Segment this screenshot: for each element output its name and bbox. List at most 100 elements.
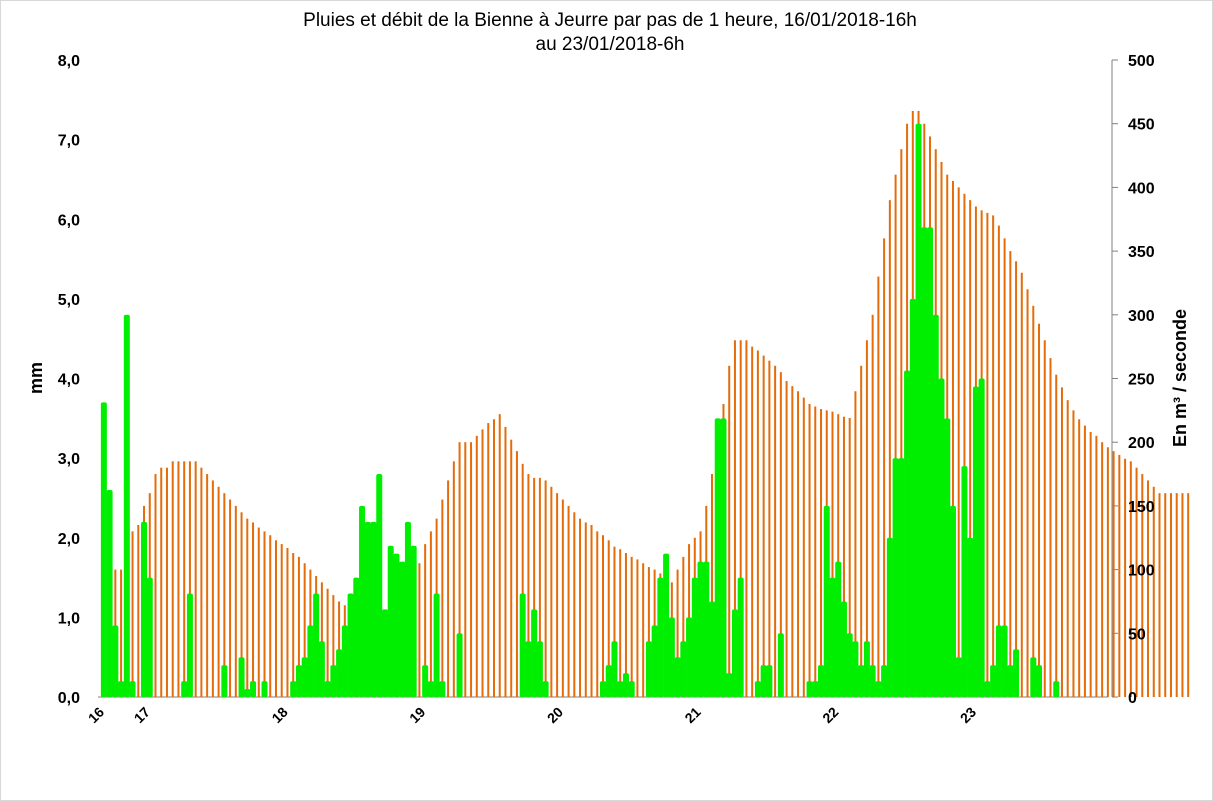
x-tick-label: 23	[957, 704, 979, 726]
rain-bar	[766, 665, 773, 697]
rain-bar	[927, 227, 934, 697]
discharge-bar	[711, 474, 714, 697]
discharge-bar	[1043, 340, 1046, 697]
discharge-bar	[429, 531, 432, 697]
rain-bar	[869, 665, 876, 697]
discharge-bar	[963, 193, 966, 697]
discharge-bar	[533, 477, 536, 697]
rain-bar	[404, 521, 411, 697]
discharge-bar	[492, 419, 495, 697]
rain-bar	[938, 378, 945, 697]
discharge-bar	[613, 546, 616, 697]
discharge-bar	[1095, 435, 1098, 697]
discharge-bar	[194, 461, 197, 697]
discharge-bar	[797, 391, 800, 697]
discharge-bar	[728, 365, 731, 697]
discharge-bar	[1009, 251, 1012, 697]
rain-bar	[823, 505, 830, 697]
discharge-bar	[590, 525, 593, 697]
rain-bar	[427, 681, 434, 697]
discharge-bar	[510, 439, 513, 697]
rain-bar	[904, 370, 911, 697]
discharge-bar	[171, 461, 174, 697]
rain-bar	[376, 474, 383, 697]
discharge-bar	[584, 522, 587, 697]
rain-bar	[410, 545, 417, 697]
y-tick-left-label: 5,0	[58, 292, 80, 309]
discharge-bar	[1106, 447, 1109, 697]
discharge-bar	[567, 505, 570, 697]
discharge-bar	[538, 477, 541, 697]
discharge-bar	[274, 540, 277, 697]
rain-bar	[812, 681, 819, 697]
discharge-bar	[217, 486, 220, 697]
discharge-bar	[286, 547, 289, 697]
discharge-bar	[137, 525, 140, 697]
rain-bar	[238, 657, 245, 697]
discharge-bar	[997, 225, 1000, 697]
rain-bar	[984, 681, 991, 697]
discharge-bar	[768, 360, 771, 697]
discharge-bar	[785, 381, 788, 697]
discharge-bar	[756, 350, 759, 697]
rain-bar	[668, 617, 675, 697]
chart-title-line-2: au 23/01/2018-6h	[535, 34, 685, 55]
discharge-bar	[848, 417, 851, 697]
rain-bar	[846, 633, 853, 697]
y-tick-left-label: 4,0	[58, 372, 80, 389]
rain-bar	[714, 418, 721, 697]
discharge-bar	[860, 365, 863, 697]
discharge-bar	[624, 553, 627, 697]
rain-bar	[674, 657, 681, 697]
discharge-bar	[561, 499, 564, 697]
rain-bar	[915, 123, 922, 697]
discharge-bar	[211, 480, 214, 697]
discharge-bar	[269, 535, 272, 697]
rain-bar	[680, 641, 687, 697]
rain-bar	[307, 625, 314, 697]
discharge-bar	[579, 518, 582, 697]
discharge-bar	[303, 563, 306, 697]
rain-bar	[949, 505, 956, 697]
y-tick-right-label: 400	[1128, 180, 1155, 197]
discharge-bar	[1187, 493, 1190, 697]
rain-bar	[697, 561, 704, 697]
rain-bar	[146, 577, 153, 697]
y-tick-left-label: 7,0	[58, 133, 80, 150]
rain-bar	[181, 681, 188, 697]
rain-bar	[324, 681, 331, 697]
discharge-bar	[739, 340, 742, 697]
rain-bar	[651, 625, 658, 697]
rain-bar	[1013, 649, 1020, 697]
discharge-bar	[1129, 461, 1132, 697]
discharge-bar	[791, 386, 794, 697]
rain-bar	[359, 505, 366, 697]
discharge-bar	[1175, 493, 1178, 697]
y-tick-right-label: 150	[1128, 499, 1155, 516]
rain-bar	[932, 314, 939, 697]
discharge-bar	[475, 435, 478, 697]
y-tick-left-label: 0,0	[58, 690, 80, 707]
rain-bar	[686, 617, 693, 697]
rain-bar	[955, 657, 962, 697]
rain-bar	[691, 577, 698, 697]
rain-bar	[818, 665, 825, 697]
rain-bar	[100, 402, 107, 697]
discharge-bar	[458, 442, 461, 697]
y-tick-left-label: 8,0	[58, 53, 80, 70]
discharge-bar	[292, 553, 295, 697]
discharge-bar	[682, 556, 685, 697]
rain-bar	[250, 681, 257, 697]
discharge-bar	[820, 409, 823, 697]
discharge-bar	[894, 174, 897, 697]
rain-bar	[112, 625, 119, 697]
discharge-bar	[676, 569, 679, 697]
rain-bar	[990, 665, 997, 697]
rain-bar	[301, 657, 308, 697]
rain-bar	[1007, 665, 1014, 697]
discharge-bar	[326, 588, 329, 697]
discharge-bar	[498, 414, 501, 697]
rain-bar	[123, 314, 130, 697]
y-tick-right-label: 300	[1128, 308, 1155, 325]
